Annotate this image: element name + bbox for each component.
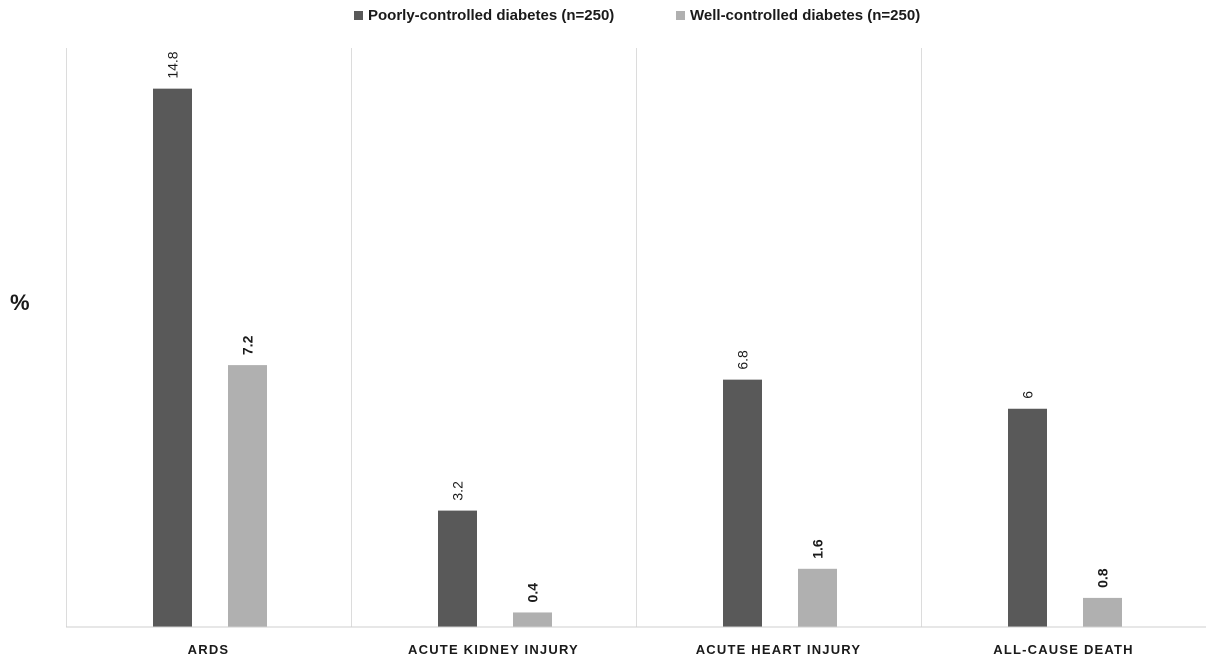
legend: Poorly-controlled diabetes (n=250) Well-c… xyxy=(354,7,920,24)
y-axis-label: % xyxy=(10,290,30,315)
category-label-3: ACUTE HEART INJURY xyxy=(696,642,862,657)
value-label-series-2-cat-4: 0.8 xyxy=(1095,568,1111,588)
value-label-series-2-cat-2: 0.4 xyxy=(525,583,541,603)
value-label-series-1-cat-4: 6 xyxy=(1020,391,1036,399)
bar-series-2-cat-4 xyxy=(1083,597,1122,627)
value-label-series-2-cat-3: 1.6 xyxy=(810,539,826,559)
value-labels: 14.8 3.2 6.8 6 7.2 0.4 1.6 0.8 xyxy=(165,51,1111,602)
category-separators xyxy=(66,48,922,627)
bar-series-1-cat-1 xyxy=(153,88,192,627)
category-label-1: ARDS xyxy=(188,642,230,657)
value-label-series-2-cat-1: 7.2 xyxy=(240,335,256,355)
bar-series-2-cat-3 xyxy=(798,568,837,627)
value-label-series-1-cat-3: 6.8 xyxy=(735,350,751,370)
bar-series-1-cat-3 xyxy=(723,379,762,627)
value-label-series-1-cat-1: 14.8 xyxy=(165,51,181,78)
category-label-4: ALL-CAUSE DEATH xyxy=(993,642,1134,657)
bars xyxy=(153,88,1122,627)
legend-label-1: Poorly-controlled diabetes (n=250) xyxy=(368,7,614,24)
value-label-series-1-cat-2: 3.2 xyxy=(450,481,466,501)
legend-label-2: Well-controlled diabetes (n=250) xyxy=(690,7,920,24)
bar-series-1-cat-2 xyxy=(438,510,477,627)
legend-swatch-1 xyxy=(354,11,363,20)
category-label-2: ACUTE KIDNEY INJURY xyxy=(408,642,579,657)
legend-swatch-2 xyxy=(676,11,685,20)
bar-series-2-cat-2 xyxy=(513,612,552,627)
bar-series-2-cat-1 xyxy=(228,365,267,627)
bar-series-1-cat-4 xyxy=(1008,408,1047,627)
category-labels: ARDS ACUTE KIDNEY INJURY ACUTE HEART INJUR… xyxy=(188,642,1134,657)
